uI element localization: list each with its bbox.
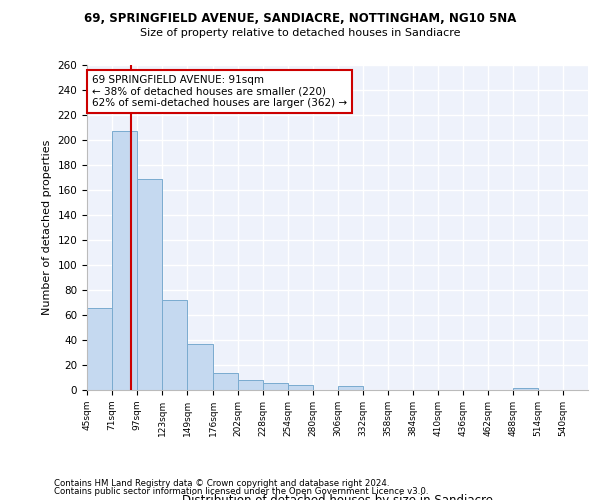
- Bar: [263, 382, 288, 390]
- Bar: [137, 179, 162, 390]
- Bar: [187, 344, 213, 390]
- Y-axis label: Number of detached properties: Number of detached properties: [42, 140, 52, 315]
- Text: Contains public sector information licensed under the Open Government Licence v3: Contains public sector information licen…: [54, 487, 428, 496]
- Bar: [238, 380, 263, 390]
- Text: Contains HM Land Registry data © Crown copyright and database right 2024.: Contains HM Land Registry data © Crown c…: [54, 478, 389, 488]
- Bar: [87, 308, 112, 390]
- Bar: [513, 388, 538, 390]
- Bar: [288, 385, 313, 390]
- Bar: [213, 372, 238, 390]
- Bar: [112, 131, 137, 390]
- X-axis label: Distribution of detached houses by size in Sandiacre: Distribution of detached houses by size …: [182, 494, 493, 500]
- Text: Size of property relative to detached houses in Sandiacre: Size of property relative to detached ho…: [140, 28, 460, 38]
- Text: 69 SPRINGFIELD AVENUE: 91sqm
← 38% of detached houses are smaller (220)
62% of s: 69 SPRINGFIELD AVENUE: 91sqm ← 38% of de…: [92, 74, 347, 108]
- Bar: [162, 300, 187, 390]
- Bar: [338, 386, 363, 390]
- Text: 69, SPRINGFIELD AVENUE, SANDIACRE, NOTTINGHAM, NG10 5NA: 69, SPRINGFIELD AVENUE, SANDIACRE, NOTTI…: [84, 12, 516, 26]
